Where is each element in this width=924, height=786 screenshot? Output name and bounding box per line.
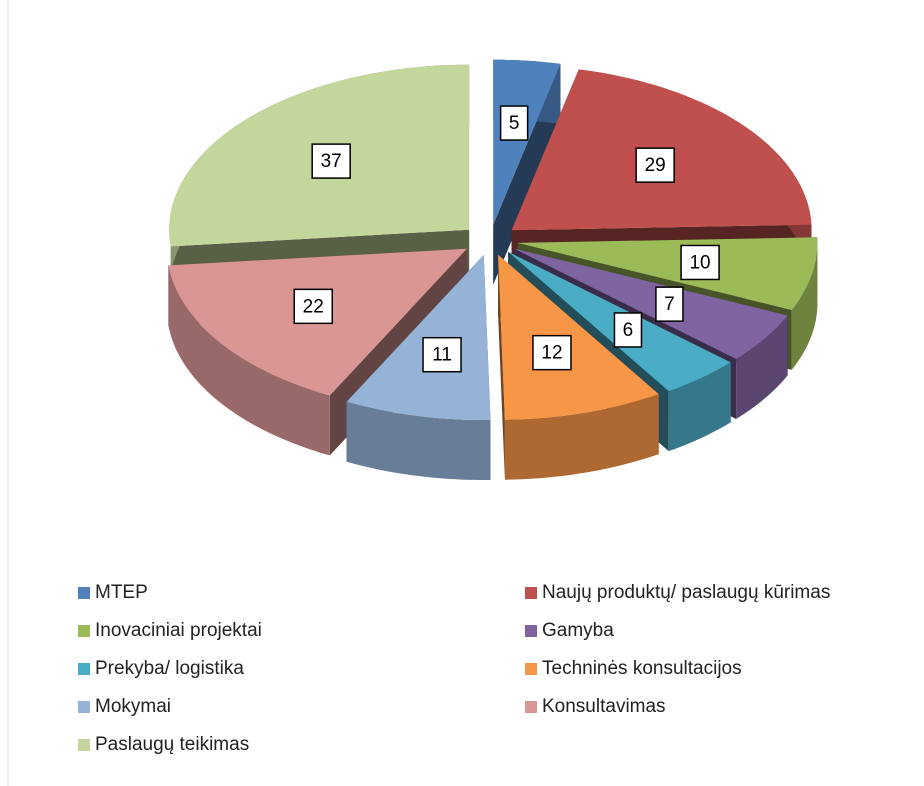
legend-label: Naujų produktų/ paslaugų kūrimas <box>542 582 830 603</box>
legend-label: MTEP <box>95 582 148 603</box>
slice-top <box>346 255 491 420</box>
slice-top <box>513 248 788 359</box>
slice <box>498 254 659 480</box>
data-label: 11 <box>432 345 452 366</box>
data-label-box <box>655 286 684 322</box>
data-label-box <box>680 244 720 281</box>
slice-wall <box>791 237 818 370</box>
data-label: 37 <box>321 151 342 172</box>
slice-wall <box>168 265 330 456</box>
data-label: 7 <box>664 294 675 315</box>
legend-label: Mokymai <box>95 696 171 717</box>
legend-marker <box>78 587 90 599</box>
legend-marker <box>78 701 90 713</box>
slice-wall <box>736 315 788 419</box>
legend-label: Techninės konsultacijos <box>542 658 742 679</box>
legend-label: Paslaugų teikimas <box>95 734 249 755</box>
legend-label: Prekyba/ logistika <box>95 658 244 679</box>
slice-top <box>493 59 561 225</box>
slice-wall <box>668 362 731 452</box>
legend-marker <box>78 663 90 675</box>
legend-label: Inovaciniai projektai <box>95 620 262 641</box>
data-label-box <box>613 312 643 348</box>
data-label: 22 <box>303 296 324 317</box>
data-label-box <box>311 143 351 179</box>
legend-marker <box>525 625 537 637</box>
data-label-box <box>635 147 675 183</box>
legend-marker <box>525 701 537 713</box>
data-label-box <box>532 334 572 371</box>
slice <box>346 255 491 480</box>
data-label: 29 <box>645 155 666 176</box>
legend-label: Konsultavimas <box>542 696 666 717</box>
slice-top <box>517 237 818 310</box>
legend-marker <box>78 625 90 637</box>
slice-side <box>498 254 505 480</box>
legend-marker <box>78 739 90 751</box>
data-label-box <box>422 336 462 373</box>
legend-label: Gamyba <box>542 620 614 641</box>
data-label: 6 <box>623 320 634 341</box>
data-label-box <box>499 105 529 141</box>
data-label: 10 <box>689 252 710 273</box>
legend-marker <box>525 663 537 675</box>
data-label: 5 <box>509 113 520 134</box>
slice-wall <box>504 394 659 480</box>
slice-top <box>498 254 659 420</box>
data-label-box <box>293 288 333 325</box>
slice-wall <box>346 401 491 480</box>
data-label: 12 <box>541 343 562 364</box>
legend-marker <box>525 587 537 599</box>
